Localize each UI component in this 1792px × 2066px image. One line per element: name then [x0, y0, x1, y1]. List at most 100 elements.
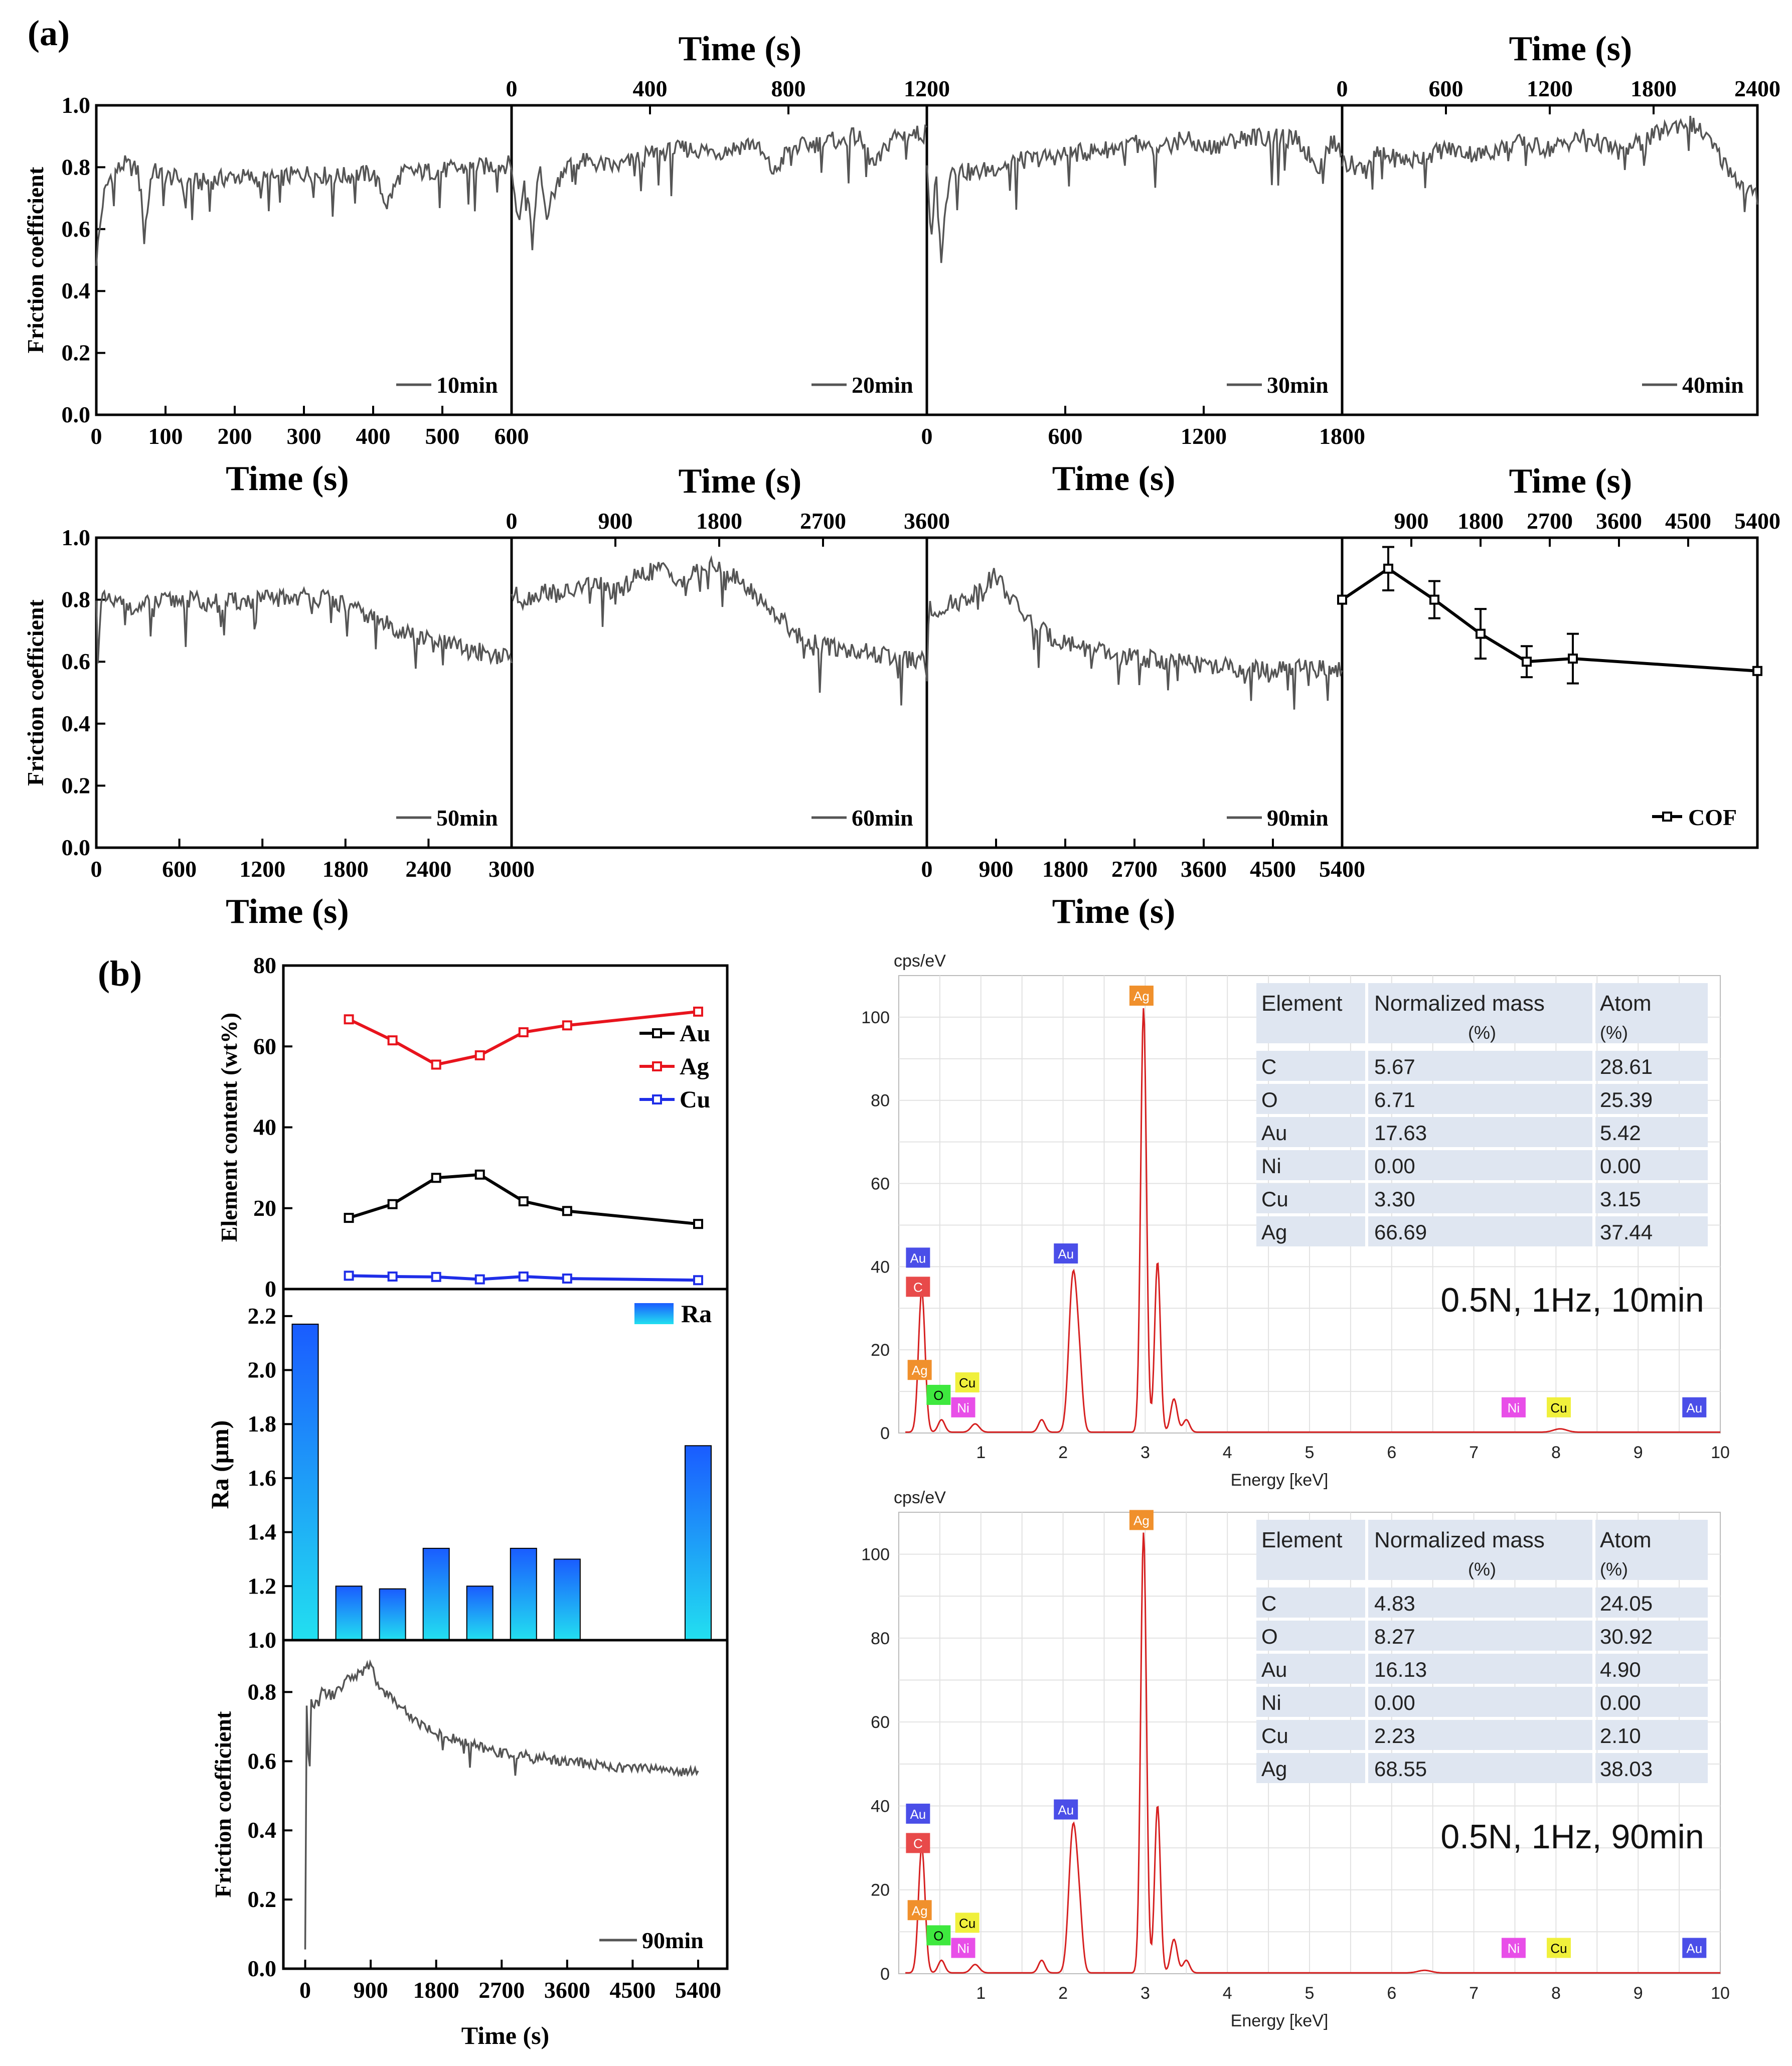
x-axis-label: Time (s) — [226, 892, 349, 931]
x-tick-label: 9 — [1634, 1984, 1643, 2003]
series-point-au — [387, 1199, 398, 1209]
x-tick-label: 0 — [921, 423, 933, 449]
series-point-ag — [474, 1050, 485, 1060]
series-point-ag — [693, 1006, 703, 1017]
table-cell: 6.71 — [1374, 1088, 1415, 1111]
y-tick-label: 100 — [861, 1008, 890, 1027]
friction-line — [95, 586, 513, 669]
x-tick-label: 4500 — [1250, 856, 1296, 882]
element-tag-label: Au — [910, 1807, 926, 1822]
y-tick-label: 0.2 — [62, 772, 91, 798]
element-tag — [926, 1384, 951, 1405]
x-tick-label: 4 — [1223, 1443, 1232, 1462]
legend-swatch — [634, 1303, 674, 1324]
x-tick-label-top: 0 — [506, 76, 518, 101]
y-tick-label: 100 — [861, 1545, 890, 1564]
table-row-bg — [1256, 1216, 1708, 1246]
ra-bar — [291, 1324, 319, 1641]
y-tick-label: 20 — [253, 1195, 276, 1221]
x-tick-label-top: 5400 — [1734, 508, 1780, 534]
table-cell: 66.69 — [1374, 1220, 1427, 1244]
element-tag — [1054, 1243, 1078, 1264]
table-header: Atom — [1600, 991, 1652, 1016]
legend-label: Ag — [680, 1053, 709, 1080]
friction-line — [95, 155, 513, 266]
y-axis-label: Friction coefficient — [23, 167, 48, 353]
x-tick-label: 0 — [299, 1977, 311, 2003]
element-tag-label: Cu — [959, 1375, 975, 1390]
x-tick-label: 0 — [91, 423, 102, 449]
friction-line — [511, 124, 928, 250]
y-tick-label: 0 — [265, 1276, 276, 1302]
table-cell: Cu — [1261, 1187, 1288, 1211]
x-tick-label-top: 1800 — [1457, 508, 1504, 534]
element-tag-label: Cu — [959, 1916, 975, 1931]
y-tick-label: 1.8 — [248, 1411, 277, 1437]
y-tick-label: 0.0 — [62, 402, 91, 427]
element-tag — [906, 1247, 930, 1268]
chart-a-top: 0.0 0.2 0.4 0.6 0.8 1.0 Friction coefficient 0 1… — [23, 30, 1780, 498]
series-point-au — [562, 1206, 572, 1216]
y-tick-label: 0.2 — [248, 1886, 277, 1912]
table-row-bg — [1256, 1654, 1708, 1684]
x-axis-label-top: Time (s) — [1509, 462, 1633, 501]
table-cell: 25.39 — [1600, 1088, 1653, 1111]
panel-label-b: (b) — [98, 953, 142, 994]
friction-line — [926, 568, 1343, 710]
legend-label: 10min — [436, 372, 498, 398]
ra-bar — [379, 1588, 406, 1641]
table-cell: 28.61 — [1600, 1055, 1653, 1078]
element-tag — [1129, 986, 1154, 1006]
x-axis-label: Time (s) — [1052, 459, 1176, 498]
x-tick-label: 300 — [287, 423, 321, 449]
x-tick-label: 3000 — [488, 856, 535, 882]
x-tick-label-top: 900 — [1394, 508, 1429, 534]
table-cell: Au — [1261, 1121, 1287, 1145]
legend-label: 50min — [436, 805, 498, 831]
element-tag — [907, 1360, 932, 1380]
table-header: Element — [1261, 991, 1342, 1016]
table-row-bg — [1256, 1084, 1708, 1114]
table-row-bg — [1256, 1687, 1708, 1717]
legend-marker — [1662, 812, 1672, 822]
element-tag-label: Cu — [1550, 1400, 1567, 1415]
table-cell: 16.13 — [1374, 1658, 1427, 1681]
y-tick-label: 1.0 — [62, 92, 91, 118]
x-tick-label: 5 — [1305, 1984, 1315, 2003]
element-tag — [1682, 1397, 1707, 1417]
x-tick-label-top: 1800 — [1631, 76, 1677, 101]
y-tick-label: 1.0 — [62, 525, 91, 550]
y-tick-label: 0.4 — [62, 278, 91, 303]
x-tick-label: 500 — [425, 423, 460, 449]
y-tick-label: 2.2 — [248, 1303, 277, 1329]
y-tick-label: 20 — [871, 1881, 890, 1900]
friction-line — [926, 127, 1343, 263]
ra-bar — [510, 1547, 537, 1641]
table-cell: O — [1261, 1625, 1278, 1648]
x-tick-label-top: 2400 — [1734, 76, 1780, 101]
element-tag-label: Au — [1058, 1246, 1074, 1261]
legend-label: Ra — [681, 1300, 712, 1328]
cof-point — [1383, 563, 1393, 574]
friction-line — [304, 1659, 699, 1950]
series-point-au — [518, 1196, 529, 1207]
table-row-bg — [1256, 1720, 1708, 1750]
y-tick-label: 0.0 — [248, 1956, 277, 1981]
table-cell: 5.67 — [1374, 1055, 1415, 1078]
table-cell: 5.42 — [1600, 1121, 1641, 1145]
x-tick-label: 600 — [1048, 423, 1083, 449]
x-tick-label: 1800 — [1042, 856, 1088, 882]
y-tick-label: 80 — [871, 1091, 890, 1110]
series-point-cu — [344, 1270, 354, 1281]
legend-label: 20min — [852, 372, 913, 398]
element-tag-label: Au — [1686, 1400, 1702, 1415]
x-axis-label-top: Time (s) — [679, 462, 802, 501]
legend-label: 90min — [1267, 805, 1329, 831]
x-tick-label: 10 — [1711, 1443, 1730, 1462]
x-tick-label-top: 3600 — [1596, 508, 1642, 534]
x-tick-label: 600 — [162, 856, 197, 882]
element-tag-label: Au — [910, 1250, 926, 1265]
table-cell: 2.23 — [1374, 1724, 1415, 1747]
